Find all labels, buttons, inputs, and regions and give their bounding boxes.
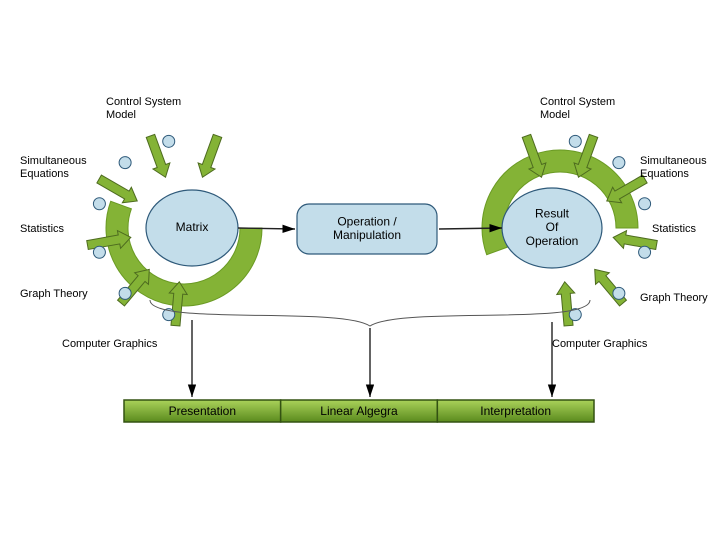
bottom-bar-label: Interpretation: [480, 404, 551, 418]
curly-brace: [150, 300, 590, 326]
node-matrix-label: Matrix: [176, 220, 209, 234]
radial-arrow: [198, 134, 222, 177]
ring-dot: [93, 198, 105, 210]
node-result-label: Of: [546, 220, 559, 234]
edge-matrix-to-op: [238, 228, 295, 229]
label-control-system-right: Control SystemModel: [540, 96, 630, 122]
edge-op-to-result: [439, 228, 502, 229]
label-graphtheory-left: Graph Theory: [20, 288, 110, 301]
ring-dot: [613, 157, 625, 169]
node-operation-label: Manipulation: [333, 228, 401, 242]
ring-dot: [639, 246, 651, 258]
node-result-label: Result: [535, 206, 570, 220]
label-graphtheory-right: Graph Theory: [640, 292, 720, 305]
bottom-bar-label: Linear Algegra: [320, 404, 398, 418]
radial-arrow: [613, 231, 657, 250]
ring-dot: [639, 198, 651, 210]
label-simeq-left: SimultaneousEquations: [20, 155, 110, 181]
label-stats-left: Statistics: [20, 223, 90, 236]
label-control-system-left: Control SystemModel: [106, 96, 196, 122]
ring-dot: [569, 135, 581, 147]
node-operation-label: Operation /: [337, 214, 397, 228]
ring-dot: [93, 246, 105, 258]
node-result-label: Operation: [526, 234, 579, 248]
ring-dot: [119, 157, 131, 169]
label-cg-left: Computer Graphics: [62, 338, 182, 351]
bottom-bar-label: Presentation: [169, 404, 236, 418]
label-simeq-right: SimultaneousEquations: [640, 155, 720, 181]
label-stats-right: Statistics: [652, 223, 720, 236]
label-cg-right: Computer Graphics: [552, 338, 672, 351]
ring-dot: [119, 287, 131, 299]
ring-dot: [163, 135, 175, 147]
ring-dot: [613, 287, 625, 299]
